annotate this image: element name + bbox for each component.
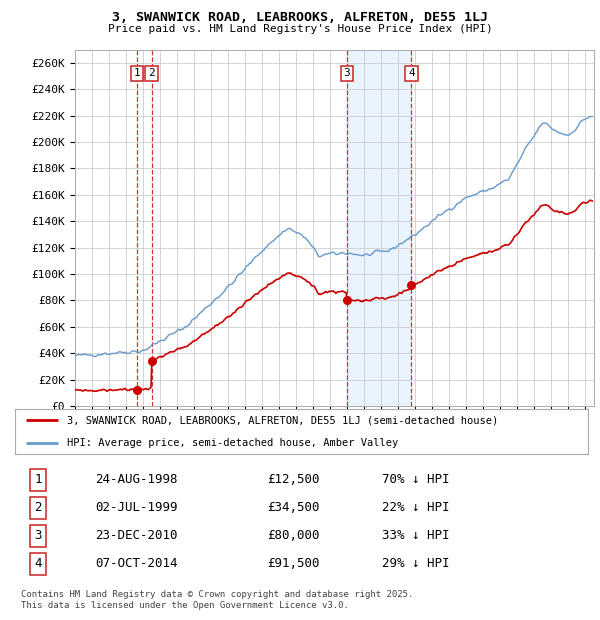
- Text: 1: 1: [34, 473, 41, 486]
- Text: HPI: Average price, semi-detached house, Amber Valley: HPI: Average price, semi-detached house,…: [67, 438, 398, 448]
- Text: 33% ↓ HPI: 33% ↓ HPI: [382, 529, 449, 542]
- Text: Price paid vs. HM Land Registry's House Price Index (HPI): Price paid vs. HM Land Registry's House …: [107, 24, 493, 33]
- Text: £91,500: £91,500: [267, 557, 320, 570]
- Text: 02-JUL-1999: 02-JUL-1999: [95, 501, 178, 514]
- Text: £80,000: £80,000: [267, 529, 320, 542]
- Text: 4: 4: [408, 68, 415, 78]
- Text: 3, SWANWICK ROAD, LEABROOKS, ALFRETON, DE55 1LJ (semi-detached house): 3, SWANWICK ROAD, LEABROOKS, ALFRETON, D…: [67, 415, 498, 425]
- Text: 22% ↓ HPI: 22% ↓ HPI: [382, 501, 449, 514]
- Text: 4: 4: [34, 557, 41, 570]
- Text: 1: 1: [134, 68, 140, 78]
- Text: 3, SWANWICK ROAD, LEABROOKS, ALFRETON, DE55 1LJ: 3, SWANWICK ROAD, LEABROOKS, ALFRETON, D…: [112, 11, 488, 24]
- Text: 23-DEC-2010: 23-DEC-2010: [95, 529, 178, 542]
- Text: 2: 2: [148, 68, 155, 78]
- Text: 70% ↓ HPI: 70% ↓ HPI: [382, 473, 449, 486]
- Text: Contains HM Land Registry data © Crown copyright and database right 2025.
This d: Contains HM Land Registry data © Crown c…: [21, 590, 413, 609]
- Text: £12,500: £12,500: [267, 473, 320, 486]
- Text: 3: 3: [344, 68, 350, 78]
- Text: 24-AUG-1998: 24-AUG-1998: [95, 473, 178, 486]
- Text: 2: 2: [34, 501, 41, 514]
- Text: £34,500: £34,500: [267, 501, 320, 514]
- Text: 29% ↓ HPI: 29% ↓ HPI: [382, 557, 449, 570]
- Text: 3: 3: [34, 529, 41, 542]
- Bar: [347, 50, 412, 406]
- Text: 07-OCT-2014: 07-OCT-2014: [95, 557, 178, 570]
